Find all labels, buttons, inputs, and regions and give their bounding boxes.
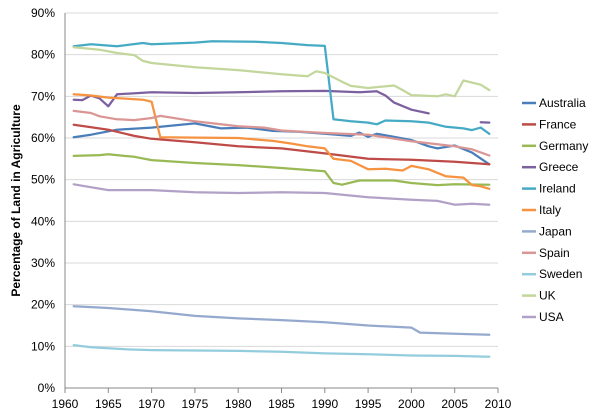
y-tick-label: 90% [31, 6, 55, 20]
series-lines [72, 40, 491, 358]
series-line-australia [72, 122, 491, 166]
x-tick-label: 2005 [441, 397, 468, 411]
y-tick-label: 10% [31, 339, 55, 353]
legend-label-italy: Italy [539, 203, 561, 217]
x-tick-label: 1985 [268, 397, 295, 411]
x-tick-label: 2000 [398, 397, 425, 411]
legend-label-usa: USA [539, 310, 564, 324]
x-tick-label: 1970 [138, 397, 165, 411]
y-tick-label: 0% [38, 381, 56, 395]
y-tick-label: 50% [31, 173, 55, 187]
legend: Australia France Germany Greece Ireland Italy… [522, 96, 588, 324]
series-line-usa [72, 183, 491, 206]
y-tick-label: 60% [31, 131, 55, 145]
legend-label-germany: Germany [539, 139, 588, 153]
series-line-uk [72, 46, 491, 98]
legend-label-australia: Australia [539, 96, 586, 110]
series-line-sweden [72, 343, 491, 358]
series-line-greece [72, 89, 491, 124]
series-line-ireland [72, 40, 491, 135]
x-tick-label: 1995 [355, 397, 382, 411]
legend-label-greece: Greece [539, 160, 579, 174]
series-line-spain [72, 109, 491, 157]
axes: 0% 10% 20% 30% 40% 50% 60% 70% 80% 90% 1960 1965 197… [31, 6, 512, 411]
y-tick-label: 80% [31, 48, 55, 62]
series-line-germany [72, 153, 491, 187]
series-line-italy [72, 93, 491, 190]
x-tick-label: 1975 [182, 397, 209, 411]
x-tick-label: 1990 [311, 397, 338, 411]
gridlines [65, 12, 498, 389]
legend-label-france: France [539, 117, 577, 131]
y-tick-label: 20% [31, 298, 55, 312]
legend-label-japan: Japan [539, 224, 572, 238]
series-line-france [72, 123, 491, 166]
legend-label-spain: Spain [539, 246, 570, 260]
x-tick-label: 2010 [485, 397, 512, 411]
y-tick-label: 30% [31, 256, 55, 270]
legend-label-ireland: Ireland [539, 182, 576, 196]
x-tick-label: 1965 [95, 397, 122, 411]
x-tick-label: 1980 [225, 397, 252, 411]
y-tick-label: 70% [31, 89, 55, 103]
y-tick-label: 40% [31, 214, 55, 228]
x-tick-label: 1960 [52, 397, 79, 411]
legend-label-sweden: Sweden [539, 267, 582, 281]
y-axis-title: Percentage of Land in Agriculture [9, 104, 23, 297]
legend-label-uk: UK [539, 289, 556, 303]
series-line-japan [72, 305, 491, 336]
